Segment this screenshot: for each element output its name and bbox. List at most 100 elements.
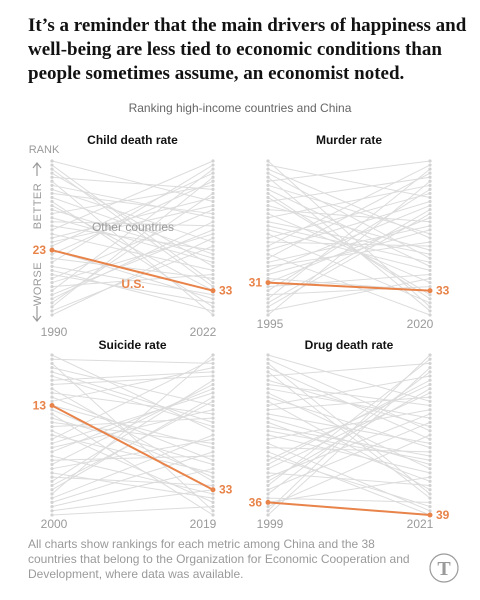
background-country-line: [51, 417, 214, 428]
background-country-line: [51, 245, 214, 312]
rank-dot: [211, 183, 215, 187]
rank-dot: [211, 378, 215, 382]
rank-dot: [211, 285, 215, 289]
better-label: BETTER: [32, 183, 44, 229]
background-country-line: [267, 497, 431, 503]
background-country-line: [51, 451, 214, 503]
us-end-value-label: 33: [219, 284, 233, 298]
rank-dot: [266, 272, 270, 277]
rank-dot: [50, 412, 54, 416]
rank-dot: [428, 387, 432, 391]
rank-dot: [211, 387, 215, 391]
background-country-line: [267, 160, 431, 182]
rank-dot: [266, 513, 270, 517]
rank-dot: [211, 167, 215, 171]
rank-dot: [428, 293, 432, 297]
rank-dot: [266, 454, 270, 458]
background-country-line: [267, 354, 431, 402]
rank-dot: [211, 171, 215, 175]
rank-dot: [50, 171, 54, 175]
rank-dot: [211, 313, 215, 317]
rank-dot: [428, 408, 432, 412]
rank-dot: [428, 171, 432, 175]
rank-dot: [211, 500, 215, 504]
rank-dot: [266, 391, 270, 395]
rank-dot: [428, 450, 432, 454]
x-tick-label: 2020: [407, 317, 434, 331]
us-start-value-label: 31: [249, 276, 263, 290]
us-series-line: [267, 501, 431, 516]
background-country-line: [51, 180, 214, 255]
footnote: All charts show rankings for each metric…: [28, 537, 410, 581]
rank-dot: [50, 183, 54, 187]
background-country-line: [51, 472, 214, 499]
rank-dot: [428, 208, 432, 212]
background-country-line: [51, 405, 214, 449]
rank-dot: [266, 191, 270, 196]
background-country-line: [267, 447, 431, 453]
background-country-line: [267, 409, 431, 440]
rank-dot: [50, 361, 54, 366]
background-country-line: [51, 413, 214, 516]
rank-dot: [50, 244, 54, 248]
worse-label: WORSE: [32, 262, 44, 306]
background-country-line: [267, 388, 431, 482]
rank-dot: [428, 462, 432, 467]
rank-dot: [266, 403, 270, 408]
rank-dot: [211, 471, 215, 475]
rank-dot: [428, 264, 432, 268]
panel-title: Murder rate: [316, 133, 382, 147]
rank-dot: [50, 395, 54, 399]
rank-dot: [428, 212, 432, 216]
rank-dot: [211, 301, 215, 305]
rank-dot: [266, 488, 270, 492]
rank-dot: [266, 289, 270, 293]
rank-dot: [266, 424, 270, 429]
rank-dot: [50, 513, 54, 517]
rank-dot: [428, 424, 432, 429]
rank-dot: [50, 272, 54, 277]
rank-dot: [211, 208, 215, 212]
rank-dot: [50, 301, 54, 305]
rank-dot: [428, 228, 432, 232]
rank-dot: [211, 454, 215, 458]
rank-dot: [428, 224, 432, 228]
background-country-line: [267, 421, 431, 482]
background-country-line: [267, 472, 431, 487]
background-country-line: [267, 367, 431, 516]
rank-dot: [50, 492, 54, 496]
rank-dot: [211, 467, 215, 471]
rank-dot: [428, 471, 432, 475]
rank-dot: [211, 361, 215, 366]
rank-dot: [428, 199, 432, 204]
rank-dot: [211, 309, 215, 313]
rank-dot: [50, 462, 54, 467]
rank-dot: [428, 195, 432, 200]
rank-dot: [50, 500, 54, 504]
rank-dot: [211, 458, 215, 462]
rank-dot: [266, 268, 270, 273]
rank-dot: [266, 297, 270, 301]
rank-dot: [428, 159, 432, 163]
rank-dot: [211, 357, 215, 361]
background-country-line: [51, 209, 214, 279]
rank-dot: [428, 163, 432, 167]
rank-dot: [211, 272, 215, 277]
rank-dot: [428, 433, 432, 437]
rank-dot: [50, 309, 54, 313]
rank-dot: [211, 353, 215, 357]
rank-dot: [50, 228, 54, 232]
rank-dot: [428, 391, 432, 395]
rank-dot: [266, 256, 270, 260]
rank-dot: [211, 244, 215, 248]
rank-dot: [266, 276, 270, 281]
rank-dot: [266, 285, 270, 289]
rank-dot: [428, 285, 432, 289]
background-country-line: [51, 221, 214, 300]
rank-dot: [211, 416, 215, 420]
rank-dot: [50, 424, 54, 429]
rank-dot: [428, 429, 432, 433]
rank-dot: [428, 313, 432, 317]
background-country-line: [51, 388, 214, 453]
background-country-line: [267, 213, 431, 308]
